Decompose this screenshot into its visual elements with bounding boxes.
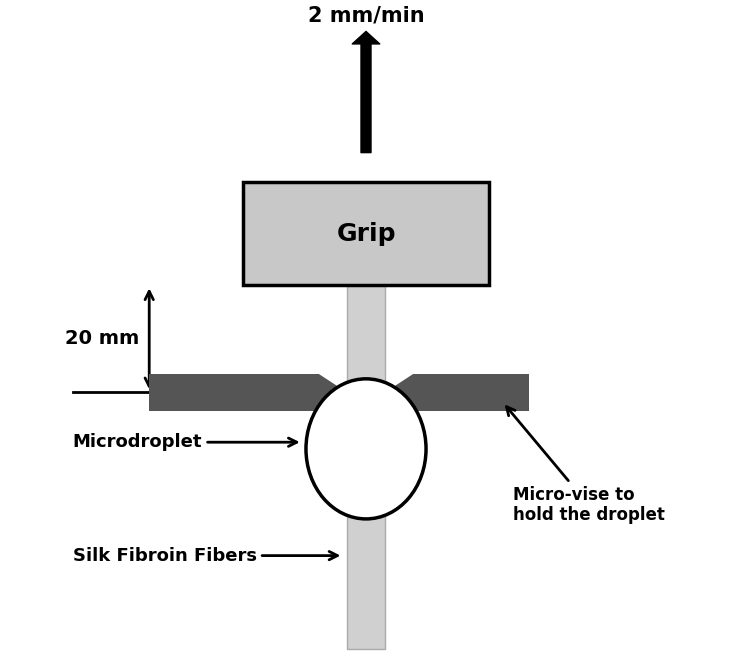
Text: Micro-vise to
hold the droplet: Micro-vise to hold the droplet <box>507 407 665 524</box>
Text: Microdroplet: Microdroplet <box>72 434 296 451</box>
Bar <box>414 374 529 411</box>
Text: 2 mm/min: 2 mm/min <box>307 5 425 25</box>
Bar <box>347 286 385 649</box>
Ellipse shape <box>306 379 426 519</box>
Polygon shape <box>318 374 347 411</box>
Bar <box>242 182 490 286</box>
Text: 20 mm: 20 mm <box>65 329 139 349</box>
Text: Grip: Grip <box>336 221 396 246</box>
Text: Silk Fibroin Fibers: Silk Fibroin Fibers <box>72 547 337 565</box>
Bar <box>347 286 385 649</box>
Bar <box>149 374 318 411</box>
Polygon shape <box>385 374 414 411</box>
